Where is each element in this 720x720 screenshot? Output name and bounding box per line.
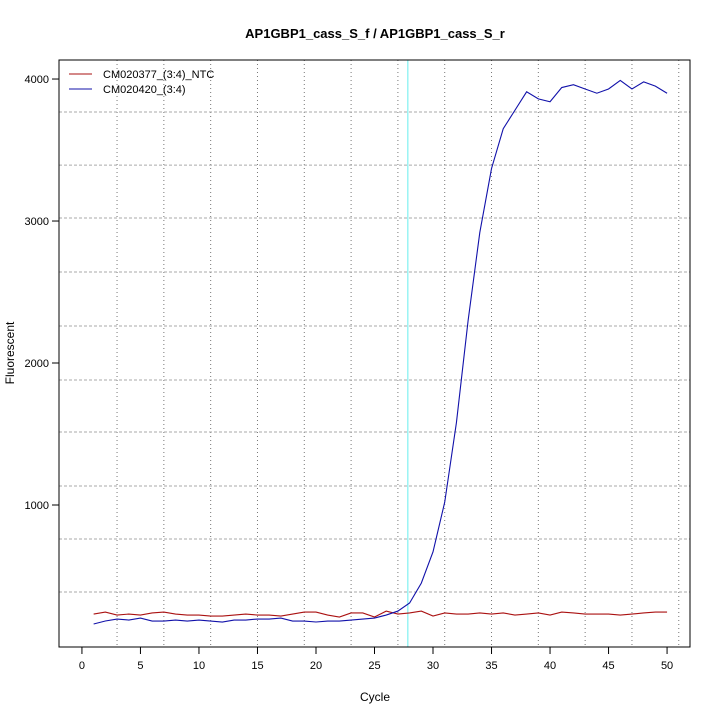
x-tick-label: 40 [544, 660, 556, 672]
x-tick-label: 10 [193, 660, 205, 672]
x-tick-label: 15 [251, 660, 263, 672]
x-tick-label: 20 [310, 660, 322, 672]
series-line-1 [93, 79, 668, 625]
chart-title: AP1GBP1_cass_S_f / AP1GBP1_cass_S_r [245, 26, 505, 41]
x-tick-label: 45 [602, 660, 614, 672]
x-tick-label: 35 [485, 660, 497, 672]
x-tick-label: 5 [137, 660, 143, 672]
x-tick-label: 30 [427, 660, 439, 672]
x-axis-label: Cycle [360, 690, 390, 704]
legend-label: CM020377_(3:4)_NTC [103, 69, 214, 81]
y-tick-label: 2000 [25, 358, 49, 370]
legend-label: CM020420_(3:4) [103, 84, 186, 96]
series-line-0 [93, 610, 668, 618]
y-tick-label: 3000 [25, 216, 49, 228]
x-tick-label: 25 [368, 660, 380, 672]
y-tick-label: 1000 [25, 500, 49, 512]
series-lines [93, 79, 668, 625]
y-tick-label: 4000 [25, 74, 49, 86]
x-axis: 0 5 10 15 20 25 30 35 40 45 50 [79, 646, 673, 672]
y-axis: 1000 2000 3000 4000 [25, 74, 59, 512]
grid [59, 60, 690, 647]
x-tick-label: 50 [661, 660, 673, 672]
legend: CM020377_(3:4)_NTC CM020420_(3:4) [69, 69, 214, 96]
y-axis-label: Fluorescent [3, 321, 17, 384]
plot-frame [58, 59, 691, 648]
x-tick-label: 0 [79, 660, 85, 672]
